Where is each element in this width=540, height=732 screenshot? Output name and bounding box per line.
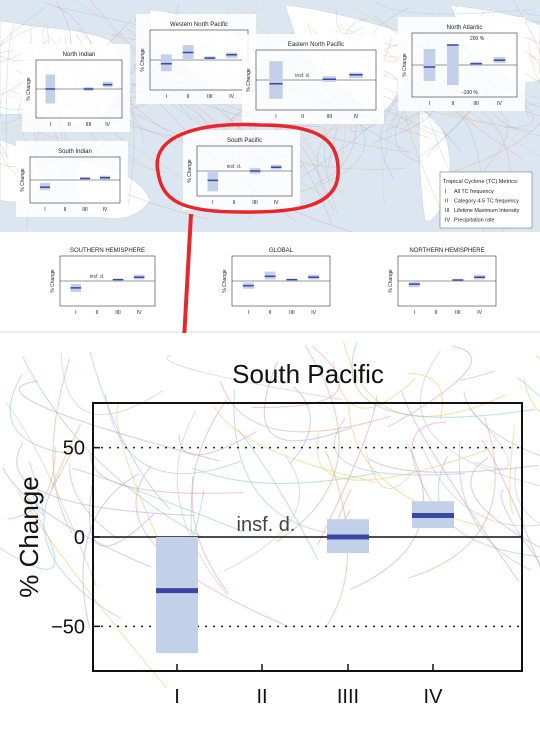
panel-tick-label: IIII <box>327 114 333 120</box>
panel-ylabel: % Change <box>140 48 146 72</box>
y-tick-label: 50 <box>63 438 85 460</box>
panel-title: North Atlantic <box>447 25 483 31</box>
panel-tick-label: IV <box>137 310 142 316</box>
na-bottom-label: -100 % <box>462 90 478 96</box>
box-range-I <box>156 537 198 653</box>
panel-tick-label: IIII <box>455 310 461 316</box>
y-tick-label: −50 <box>51 616 85 638</box>
panel-tick-label: II <box>269 310 272 316</box>
na-top-label: 200 % <box>470 36 485 42</box>
panel-ylabel: % Change <box>187 159 193 183</box>
panel-tick-label: I <box>248 310 249 316</box>
panel-tick-label: I <box>414 310 415 316</box>
panel-tick-label: II <box>68 122 71 128</box>
panel-box <box>265 272 276 280</box>
legend-item-number: I <box>445 189 447 195</box>
panel-tick-label: II <box>187 94 190 100</box>
panel-box <box>269 61 282 99</box>
panel-title: South Indian <box>58 149 92 155</box>
panel-tick-label: IIII <box>289 310 295 316</box>
panel-title: NORTHERN HEMISPHERE <box>409 248 484 254</box>
panel-tick-label: IIII <box>86 122 92 128</box>
panel-tick-label: II <box>233 200 236 206</box>
x-tick-label: IV <box>424 686 444 708</box>
panel-title: South Pacific <box>227 138 262 144</box>
panel-annotation: insf. d. <box>227 164 242 170</box>
panel-ylabel: % Change <box>26 77 32 101</box>
legend-item-number: IV <box>445 218 450 224</box>
metrics-legend: Tropical Cyclone (TC) Metrics: I All TC f… <box>440 172 532 228</box>
panel-tick-label: IV <box>229 94 234 100</box>
zoom-chart-title: South Pacific <box>232 359 384 389</box>
panel-tick-label: IIII <box>473 101 479 107</box>
panel-box <box>208 171 219 191</box>
panel-box <box>424 49 436 81</box>
panel-annotation: insf. d. <box>90 274 105 280</box>
x-tick-label: II <box>256 686 267 708</box>
panel-tick-label: IV <box>105 122 110 128</box>
panel-tick-label: I <box>50 122 51 128</box>
panel-tick-label: IIII <box>115 310 121 316</box>
insufficient-data-label: insf. d. <box>237 514 296 536</box>
panel-ylabel: % Change <box>246 68 252 92</box>
panel-tick-label: II <box>435 310 438 316</box>
panel-tick-label: IV <box>477 310 482 316</box>
panel-title: Western North Pacific <box>170 22 228 28</box>
panel-tick-label: IIII <box>252 200 258 206</box>
panel-ylabel: % Change <box>402 53 408 77</box>
panel-box <box>447 45 459 85</box>
panel-annotation: insf. d. <box>295 73 310 79</box>
panel-ylabel: % Change <box>20 168 26 192</box>
panel-box <box>161 54 172 71</box>
x-tick-label: IIII <box>337 686 359 708</box>
panel-tick-label: II <box>64 207 67 213</box>
panel-ylabel: % Change <box>388 269 394 293</box>
legend-item-text: Lifetime Maximum Intensity <box>454 208 520 214</box>
panel-tick-label: II <box>96 310 99 316</box>
legend-item-text: Precipitation rate <box>454 218 494 224</box>
panel-title: GLOBAL <box>269 248 294 254</box>
legend-item-number: II <box>445 199 448 205</box>
panel-tick-label: IV <box>274 200 279 206</box>
panel-tick-label: I <box>166 94 167 100</box>
legend-title: Tropical Cyclone (TC) Metrics: <box>443 179 519 185</box>
panel-tick-label: I <box>44 207 45 213</box>
x-tick-label: I <box>174 686 180 708</box>
panel-ylabel: % Change <box>50 269 56 293</box>
legend-item-text: All TC frequency <box>454 189 494 195</box>
panel-title: North Indian <box>63 52 96 58</box>
panel-tick-label: I <box>275 114 276 120</box>
panel-tick-label: I <box>75 310 76 316</box>
panel-tick-label: I <box>212 200 213 206</box>
panel-tick-label: II <box>451 101 454 107</box>
panel-tick-label: IV <box>103 207 108 213</box>
legend-item-text: Category 4-5 TC frequency <box>454 199 519 205</box>
panel-title: Eastern North Pacific <box>288 42 344 48</box>
y-axis-label: % Change <box>14 476 44 597</box>
panel-tick-label: IIII <box>82 207 88 213</box>
panel-ylabel: % Change <box>222 269 228 293</box>
legend-item-number: III <box>445 208 450 214</box>
panel-tick-label: I <box>429 101 430 107</box>
panel-title: SOUTHERN HEMISPHERE <box>70 248 145 254</box>
panel-tick-label: IV <box>497 101 502 107</box>
panel-tick-label: IIII <box>207 94 213 100</box>
y-tick-label: 0 <box>74 527 85 549</box>
panel-tick-label: IV <box>354 114 359 120</box>
panel-tick-label: II <box>301 114 304 120</box>
panel-tick-label: IV <box>311 310 316 316</box>
